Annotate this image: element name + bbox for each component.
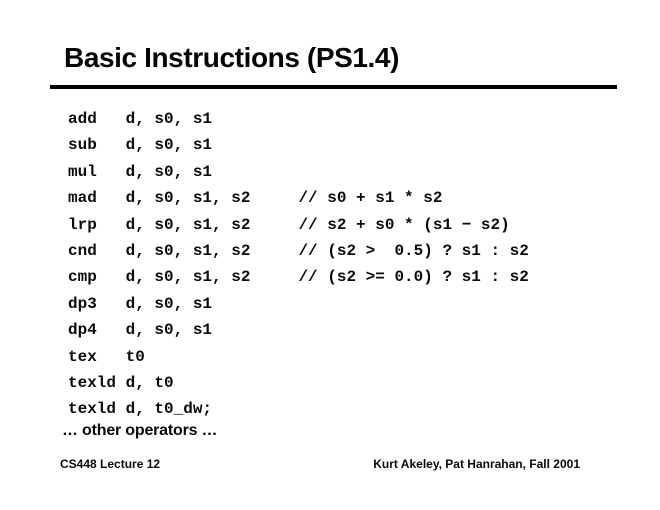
code-line-dp3: dp3 d, s0, s1 bbox=[68, 294, 213, 313]
instruction-code-block: add d, s0, s1 sub d, s0, s1 mul d, s0, s… bbox=[68, 106, 529, 423]
title-divider-rule bbox=[50, 85, 617, 89]
code-line-tex: tex t0 bbox=[68, 347, 145, 366]
code-line-add: add d, s0, s1 bbox=[68, 110, 213, 128]
code-line-texld-1: texld d, t0 bbox=[68, 373, 174, 392]
code-line-cmp: cmp d, s0, s1, s2 // (s2 >= 0.0) ? s1 : … bbox=[68, 268, 529, 287]
slide-title: Basic Instructions (PS1.4) bbox=[64, 42, 400, 73]
other-operators-line: … other operators … bbox=[62, 422, 218, 439]
code-line-mad: mad d, s0, s1, s2 // s0 + s1 * s2 bbox=[68, 189, 443, 208]
code-line-sub: sub d, s0, s1 bbox=[68, 136, 213, 155]
code-line-texld-2: texld d, t0_dw; bbox=[68, 400, 213, 419]
code-line-mul: mul d, s0, s1 bbox=[68, 162, 213, 181]
code-line-cnd: cnd d, s0, s1, s2 // (s2 > 0.5) ? s1 : s… bbox=[68, 241, 529, 260]
code-line-lrp: lrp d, s0, s1, s2 // s2 + s0 * (s1 − s2) bbox=[68, 215, 510, 234]
footer-authors-label: Kurt Akeley, Pat Hanrahan, Fall 2001 bbox=[373, 457, 580, 471]
footer-course-label: CS448 Lecture 12 bbox=[60, 457, 161, 471]
code-line-dp4: dp4 d, s0, s1 bbox=[68, 321, 213, 340]
